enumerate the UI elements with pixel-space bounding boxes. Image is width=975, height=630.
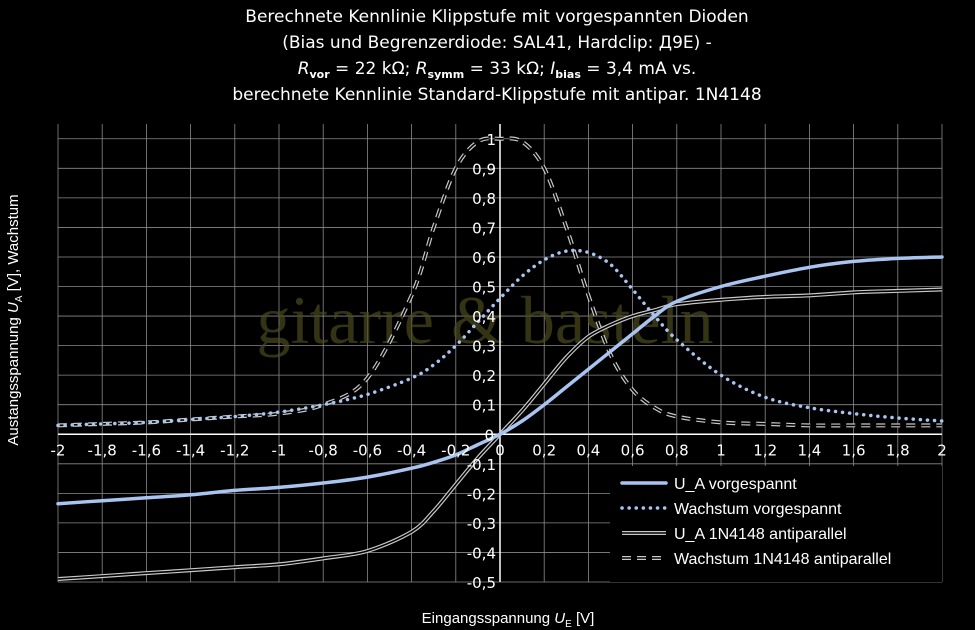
x-tick-label: 1,8 [886, 441, 910, 459]
y-tick-label: 0,8 [472, 190, 496, 208]
x-tick-label: -0,4 [397, 441, 426, 459]
y-tick-label: 0,3 [472, 338, 496, 356]
x-tick-label: -1,8 [88, 441, 117, 459]
x-tick-label: -0,8 [309, 441, 338, 459]
x-tick-label: 1,4 [797, 441, 821, 459]
chart-title: Berechnete Kennlinie Klippstufe mit vorg… [232, 7, 761, 105]
x-tick-label: 0 [495, 441, 505, 459]
x-tick-label: -0,6 [353, 441, 382, 459]
series-line-2 [57, 287, 943, 581]
watermark: gitarre & basteln [257, 282, 714, 358]
series-stroke [56, 255, 944, 506]
y-tick-label: -0,1 [467, 456, 496, 474]
y-tick-label: 0,6 [472, 249, 496, 267]
series-layer [56, 136, 944, 581]
legend-label-0: U_A vorgespannt [674, 476, 797, 493]
series-stroke [56, 248, 944, 428]
y-tick-label: -0,5 [467, 574, 496, 592]
legend-label-2: U_A 1N4148 antiparallel [674, 526, 847, 543]
legend: U_A vorgespannt Wachstum vorgespannt U_A 1… [610, 466, 942, 582]
x-tick-label: 1,2 [753, 441, 777, 459]
x-tick-label: -1 [272, 441, 287, 459]
x-tick-label: 0,6 [621, 441, 645, 459]
series-line-0 [56, 255, 944, 506]
series-stroke-inner [57, 288, 943, 580]
x-tick-label: -0,2 [441, 441, 470, 459]
x-tick-label: 1 [716, 441, 726, 459]
y-tick-label: 0,9 [472, 160, 496, 178]
y-tick-label: 0,7 [472, 219, 496, 237]
y-tick-label: -0,3 [467, 515, 496, 533]
x-tick-label: -1,2 [220, 441, 249, 459]
y-tick-label: 1 [486, 131, 496, 149]
x-tick-label: -1,4 [176, 441, 205, 459]
y-tick-label: 0,2 [472, 367, 496, 385]
x-axis-label: Eingangsspannung UE [V] [422, 610, 595, 630]
y-tick-label: -0,4 [467, 544, 496, 562]
title-line-4: berechnete Kennlinie Standard-Klippstufe… [232, 85, 761, 105]
title-line-1: Berechnete Kennlinie Klippstufe mit vorg… [245, 7, 748, 27]
x-tick-label: 1,6 [842, 441, 866, 459]
x-tick-label: -2 [51, 441, 66, 459]
series-stroke-inner [57, 137, 942, 427]
title-line-3: Rvor = 22 kΩ; Rsymm = 33 kΩ; Ibias = 3,4… [298, 59, 697, 81]
x-tick-label: 0,2 [532, 441, 556, 459]
x-tick-label: -1,6 [132, 441, 161, 459]
legend-label-1: Wachstum vorgespannt [674, 501, 842, 518]
legend-label-3: Wachstum 1N4148 antiparallel [674, 551, 891, 568]
legend-box [610, 466, 942, 582]
series-line-1 [56, 248, 944, 428]
y-tick-label: 0 [484, 426, 494, 444]
x-tick-label: 0,4 [576, 441, 600, 459]
x-tick-label: 0,8 [665, 441, 689, 459]
tick-labels: -2 -1,8 -1,6 -1,4 -1,2 -1 -0,8 -0,6 -0,4 -0,2 0 0,2… [51, 131, 947, 592]
y-tick-label: -0,2 [467, 485, 496, 503]
y-tick-label: 0,5 [472, 279, 496, 297]
title-line-2: (Bias und Begrenzerdiode: SAL41, Hardcli… [282, 33, 712, 53]
x-tick-label: 2 [937, 441, 947, 459]
series-line-3 [57, 136, 942, 428]
y-axis-label: Austangsspannung UA [V], Wachstum [5, 194, 25, 445]
y-tick-label: 0,1 [472, 397, 496, 415]
y-tick-label: 0,4 [472, 308, 496, 326]
